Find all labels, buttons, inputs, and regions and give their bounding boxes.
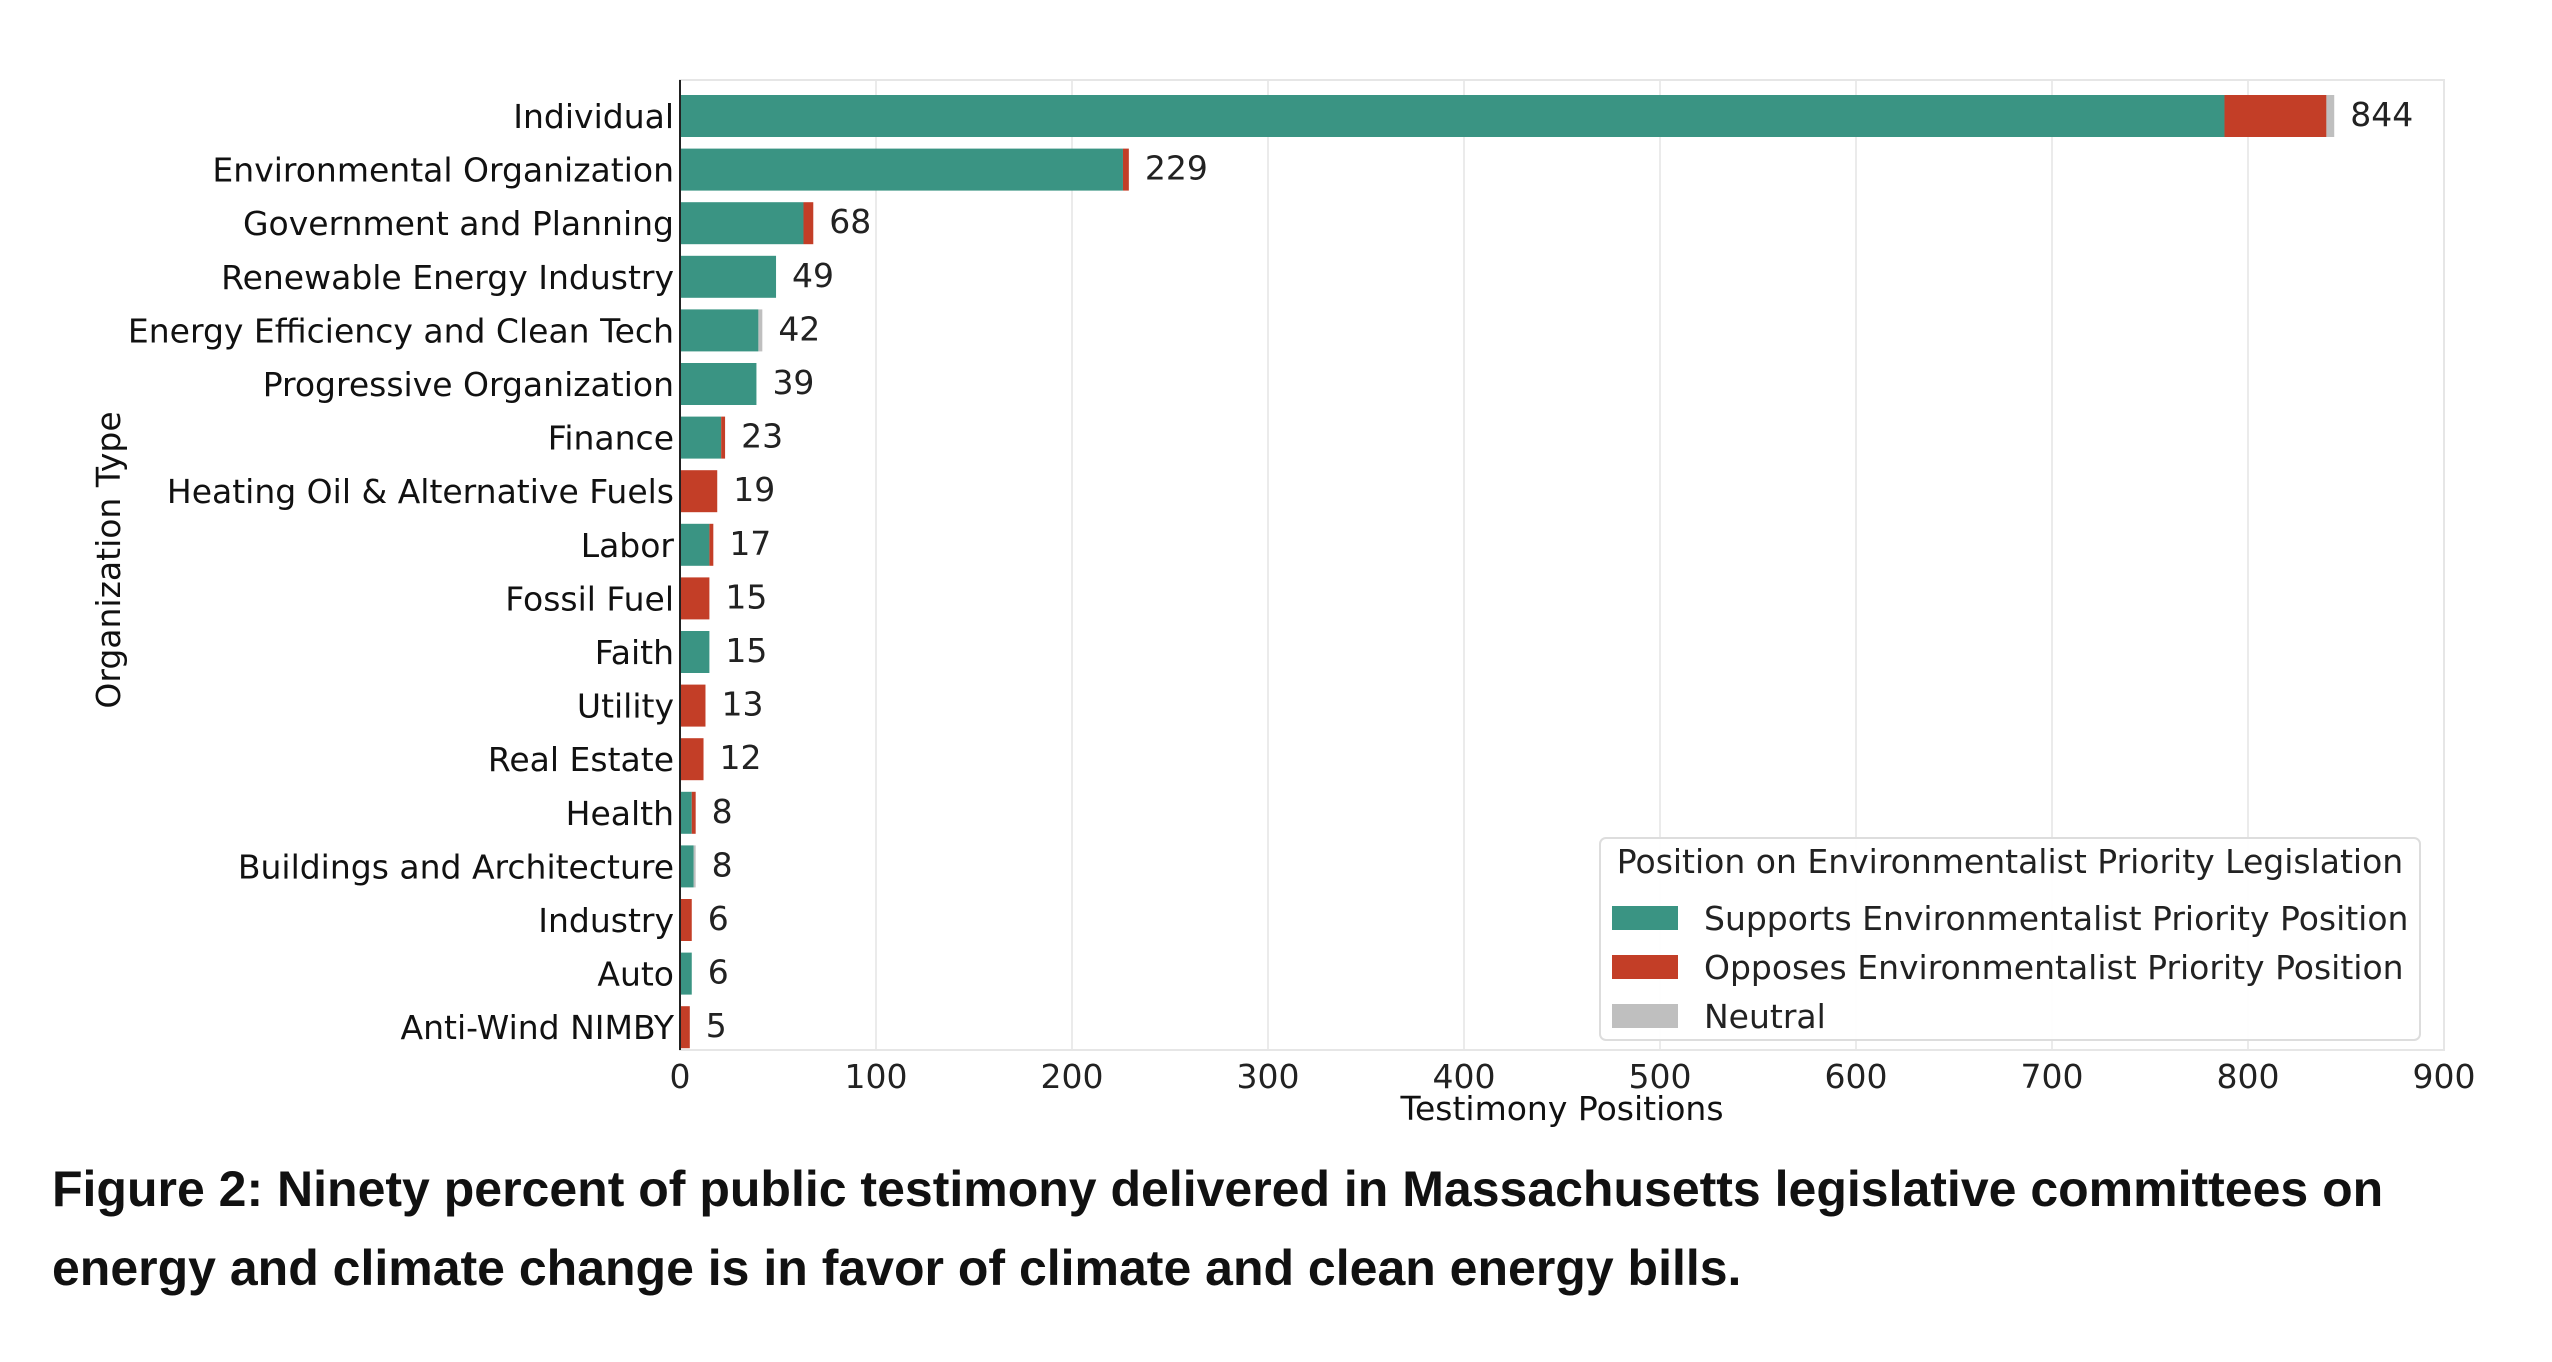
category-label: Government and Planning [243,204,674,243]
x-tick-label: 500 [1629,1057,1692,1096]
bar-total-label: 6 [708,953,729,992]
bar-total-label: 68 [829,202,871,241]
bar-segment [680,416,722,459]
bar-total-label: 5 [706,1006,727,1045]
x-tick-label: 100 [845,1057,908,1096]
legend-swatch [1612,906,1678,930]
legend-entry-label: Supports Environmentalist Priority Posit… [1704,899,2408,938]
x-tick-label: 400 [1433,1057,1496,1096]
bar-total-label: 8 [712,845,733,884]
category-label: Fossil Fuel [505,579,674,618]
bar-segment [2326,95,2335,137]
x-tick-label: 800 [2217,1057,2280,1096]
category-label: Finance [548,419,674,458]
figure-caption: Figure 2: Ninety percent of public testi… [52,1161,2384,1296]
bar-segment [680,631,710,673]
bar-segment [680,577,710,620]
bar-total-label: 6 [708,899,729,938]
bar-segment [1122,148,1129,191]
x-axis-label: Testimony Positions [1399,1089,1723,1128]
bar-segment [691,791,696,834]
bar-total-label: 13 [721,685,763,724]
category-label: Individual [513,97,674,136]
bar-segment [680,470,718,513]
category-label: Health [566,794,674,833]
x-tick-label: 600 [1825,1057,1888,1096]
bar-segment [680,899,692,941]
category-label: Renewable Energy Industry [221,258,674,297]
category-label: Labor [581,526,675,565]
bar-total-label: 39 [772,363,814,402]
x-tick-label: 0 [670,1057,691,1096]
x-tick-label: 200 [1041,1057,1104,1096]
category-label: Heating Oil & Alternative Fuels [167,472,674,511]
category-label: Faith [595,633,674,672]
bar-segment [680,363,757,405]
bar-segment [680,845,694,888]
bar-segment [709,523,714,566]
bar-total-label: 15 [725,577,767,616]
bar-total-label: 19 [733,470,775,509]
x-tick-label: 300 [1237,1057,1300,1096]
bar-total-label: 42 [778,309,820,348]
bar-segment [803,202,814,245]
bar-segment [680,309,759,352]
bar-segment [680,148,1123,191]
category-label: Progressive Organization [263,365,674,404]
legend-swatch [1612,955,1678,979]
x-tick-label: 700 [2021,1057,2084,1096]
category-label: Utility [577,687,674,726]
category-label: Auto [597,955,674,994]
y-axis-label: Organization Type [89,411,128,708]
category-label: Real Estate [488,740,674,779]
bar-total-label: 17 [729,524,771,563]
bar-segment [680,202,804,245]
bar-segment [680,523,710,566]
bar-segment [680,952,692,995]
legend-box [1599,837,2421,1041]
bar-segment [680,1006,690,1049]
bar-segment [680,255,777,298]
legend-title: Position on Environmentalist Priority Le… [1617,842,2403,881]
bar-total-label: 229 [1145,149,1208,188]
bar-total-label: 8 [712,792,733,831]
category-label: Industry [538,901,674,940]
legend-swatch [1612,1004,1678,1028]
bar-total-label: 12 [720,738,762,777]
x-tick-label: 900 [2413,1057,2476,1096]
legend-entry-label: Neutral [1704,997,1826,1036]
bar-total-label: 15 [725,631,767,670]
bar-segment [2224,95,2327,137]
bar-segment [680,791,692,834]
bar-segment [758,309,763,352]
category-label: Anti-Wind NIMBY [401,1008,675,1047]
category-label: Environmental Organization [212,151,674,190]
category-label: Buildings and Architecture [238,847,674,886]
legend-entry-label: Opposes Environmentalist Priority Positi… [1704,948,2404,987]
category-label: Energy Efficiency and Clean Tech [128,311,674,350]
bar-segment [680,684,706,727]
bar-total-label: 23 [741,417,783,456]
bar-segment [680,738,704,781]
bar-segment [680,95,2225,137]
bar-total-label: 49 [792,256,834,295]
bar-total-label: 844 [2350,95,2413,134]
bar-segment [693,845,696,888]
bar-segment [721,416,726,459]
